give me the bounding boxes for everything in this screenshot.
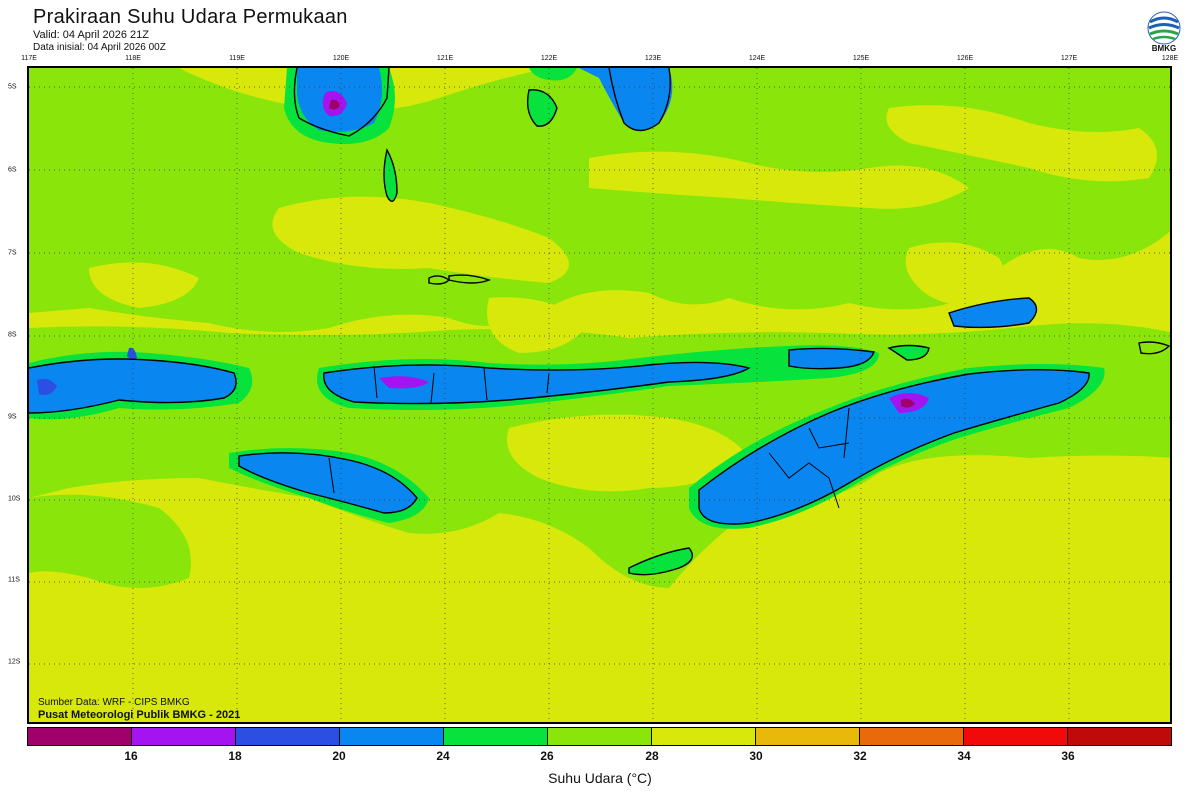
land-flores-east [789,348,874,369]
colorbar-tick-36: 36 [1061,749,1075,763]
source-text: Sumber Data: WRF - CIPS BMKG [38,697,190,708]
zone-28-30-patch-3 [589,151,969,209]
lat-label-7s: 7S [8,249,17,257]
colorbar-tick-20: 20 [332,749,346,763]
zone-28-30-patch-5 [905,242,1007,308]
lat-label-6s: 6S [8,166,17,174]
colorbar-tick-24: 24 [436,749,450,763]
lon-label-124e: 124E [748,55,766,62]
coastlines [29,68,1170,576]
colorbar-tick-18: 18 [228,749,242,763]
lon-label-118e: 118E [125,55,141,62]
lon-label-117e: 117E [21,55,37,62]
land-selayar [384,150,397,202]
colorbar-segment-6 [548,728,652,745]
colorbar-tick-32: 32 [853,749,867,763]
land-flores-core [379,376,429,389]
lon-label-119e: 119E [229,55,245,62]
lat-label-12s: 12S [8,658,21,666]
valid-time: Valid: 04 April 2026 21Z [33,29,149,41]
lon-label-126e: 126E [956,55,974,62]
colorbar-tick-16: 16 [124,749,138,763]
colorbar-segment-1 [28,728,132,745]
land-sumbawa-spot [127,347,137,360]
colorbar-tick-28: 28 [645,749,659,763]
colorbar-segment-4 [340,728,444,745]
lon-label-120e: 120E [332,55,350,62]
land-timor-core2 [901,398,915,408]
colorbar-segment-8 [756,728,860,745]
land-buton [579,68,673,131]
lat-label-8s: 8S [8,331,17,339]
lon-label-127e: 127E [1060,55,1078,62]
land-rote [629,548,693,575]
init-time: Data inisial: 04 April 2026 00Z [33,42,166,53]
admin-borders [328,365,850,509]
lon-label-121e: 121E [436,55,454,62]
map-title: Prakiraan Suhu Udara Permukaan [33,6,348,28]
zone-28-30-patch-2 [272,196,569,283]
logo-text: BMKG [1151,44,1177,53]
land-timor [699,369,1090,524]
land-sulawesi-tip-core2 [329,99,340,110]
colorbar-segment-3 [236,728,340,745]
colorbar-segment-10 [964,728,1068,745]
lat-label-9s: 9S [8,413,17,421]
colorbar-label: Suhu Udara (°C) [548,770,652,786]
land-bali-west [37,378,57,395]
zone-28-30-patch-9 [909,466,1170,538]
lon-label-123e: 123E [644,55,662,62]
zone-28-30-patch-4 [886,105,1157,182]
colorbar-segment-7 [652,728,756,745]
lat-label-5s: 5S [8,83,17,91]
lat-label-11s: 11S [8,576,20,584]
lon-label-125e: 125E [852,55,870,62]
zone-28-30-patch-8 [507,414,749,492]
zone-28-30-patch-6 [487,297,589,353]
lat-lon-grid [29,68,1170,722]
colorbar-tick-26: 26 [540,749,554,763]
land-buton-green [529,68,577,81]
credit-text: Pusat Meteorologi Publik BMKG - 2021 [38,709,241,721]
colorbar-tick-30: 30 [749,749,763,763]
colorbar-tick-34: 34 [957,749,971,763]
lon-label-128e: 128E [1161,55,1179,62]
zone-26-28-south-west [29,494,191,588]
zone-28-30-patch-7 [89,262,199,308]
land-wetar [949,298,1037,328]
lat-label-10s: 10S [8,495,21,503]
colorbar-segment-11 [1068,728,1171,745]
colorbar [27,727,1172,746]
colorbar-segment-2 [132,728,236,745]
lon-label-122e: 122E [540,55,558,62]
land-alor [889,345,929,360]
land-flores [323,362,749,404]
colorbar-segment-9 [860,728,964,745]
temperature-map [27,66,1172,724]
land-sumba [239,452,417,513]
map-canvas [29,68,1170,722]
colorbar-segment-5 [444,728,548,745]
land-lombok-sumbawa [29,359,237,413]
land-muna [527,89,557,127]
bmkg-logo-icon [1147,11,1181,45]
